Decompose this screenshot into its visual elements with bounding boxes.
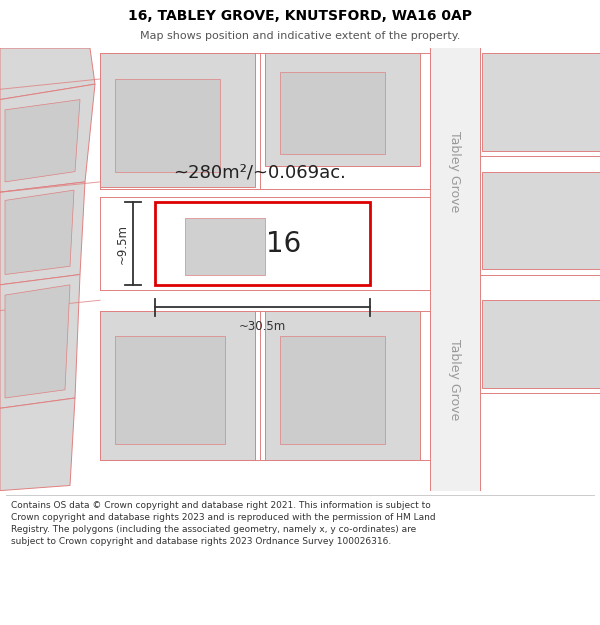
Bar xyxy=(280,72,385,154)
Bar xyxy=(265,53,420,166)
Polygon shape xyxy=(5,190,74,274)
Polygon shape xyxy=(0,274,80,408)
Bar xyxy=(115,79,220,172)
Polygon shape xyxy=(0,398,75,491)
Polygon shape xyxy=(0,84,95,192)
Text: 16: 16 xyxy=(266,229,302,258)
Polygon shape xyxy=(5,99,80,182)
Polygon shape xyxy=(0,48,95,99)
Text: ~30.5m: ~30.5m xyxy=(239,320,286,332)
Text: Contains OS data © Crown copyright and database right 2021. This information is : Contains OS data © Crown copyright and d… xyxy=(11,501,436,546)
Bar xyxy=(265,311,420,460)
Bar xyxy=(482,172,600,269)
Bar xyxy=(185,218,265,274)
Bar xyxy=(100,53,255,187)
Text: Map shows position and indicative extent of the property.: Map shows position and indicative extent… xyxy=(140,31,460,41)
Bar xyxy=(482,300,600,388)
Text: ~9.5m: ~9.5m xyxy=(116,224,129,264)
Bar xyxy=(155,202,370,285)
Bar xyxy=(430,48,480,491)
Polygon shape xyxy=(5,285,70,398)
Polygon shape xyxy=(0,182,85,285)
Bar xyxy=(100,311,255,460)
Text: Tabley Grove: Tabley Grove xyxy=(449,131,461,212)
Bar xyxy=(482,53,600,151)
Text: 16, TABLEY GROVE, KNUTSFORD, WA16 0AP: 16, TABLEY GROVE, KNUTSFORD, WA16 0AP xyxy=(128,9,472,22)
Bar xyxy=(280,336,385,444)
Bar xyxy=(115,336,225,444)
Text: ~280m²/~0.069ac.: ~280m²/~0.069ac. xyxy=(173,164,346,182)
Text: Tabley Grove: Tabley Grove xyxy=(449,339,461,421)
